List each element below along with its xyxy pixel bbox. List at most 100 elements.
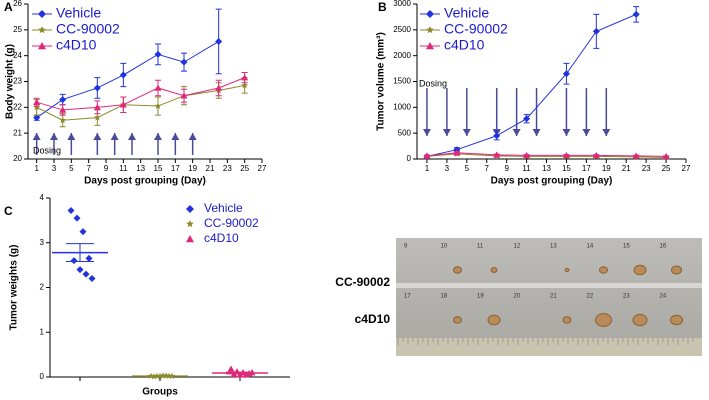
tube-number: 22 [587, 294, 594, 300]
x-tick-label: 19 [602, 164, 611, 173]
data-point [93, 84, 101, 92]
x-tick-label: 21 [206, 164, 215, 173]
tumor [490, 267, 498, 273]
dosing-arrowhead [462, 129, 471, 136]
data-point [154, 102, 162, 109]
tube-number: 11 [477, 244, 484, 250]
legend-label: Vehicle [56, 5, 101, 21]
dosing-arrowhead [602, 129, 611, 136]
data-point [59, 96, 67, 104]
data-point [76, 266, 84, 274]
data-point [241, 74, 249, 81]
data-point [523, 115, 531, 123]
legend-marker [426, 26, 434, 34]
y-tick-label: 24 [13, 51, 22, 60]
data-point [562, 70, 570, 78]
series-line [36, 84, 245, 121]
row-label: CC-90002 [335, 275, 390, 289]
legend-marker [186, 220, 194, 228]
data-point [453, 149, 461, 156]
y-tick-label: 0 [40, 372, 45, 381]
data-point [88, 275, 96, 283]
data-point [662, 152, 670, 160]
photo [396, 238, 702, 356]
y-tick-label: 2500 [393, 25, 411, 34]
x-tick-label: 1 [34, 164, 39, 173]
data-point [592, 151, 600, 159]
x-axis-label: Groups [142, 387, 178, 398]
legend-marker [38, 26, 46, 34]
x-tick-label: 13 [542, 164, 551, 173]
tumor [453, 266, 462, 274]
series-line [36, 41, 219, 119]
annotation: Dosing [33, 145, 61, 155]
photo-background [396, 238, 702, 356]
data-point [523, 151, 531, 159]
legend-label: CC-90002 [204, 216, 259, 230]
row-label: c4D10 [355, 312, 391, 326]
y-tick-label: 3000 [393, 0, 411, 8]
dosing-arrowhead [50, 133, 58, 140]
data-point [562, 151, 570, 159]
y-tick-label: 1500 [393, 77, 411, 86]
series-line [426, 152, 667, 157]
x-tick-label: 25 [662, 164, 671, 173]
data-point [493, 151, 501, 158]
data-point [180, 58, 188, 66]
x-tick-label: 15 [562, 164, 571, 173]
data-point [215, 84, 223, 91]
x-tick-label: 13 [136, 164, 145, 173]
data-point [73, 214, 81, 222]
x-tick-label: 5 [465, 164, 470, 173]
legend-marker [186, 205, 194, 213]
data-point [154, 50, 162, 58]
data-point [70, 257, 78, 265]
x-tick-label: 7 [86, 164, 91, 173]
y-tick-label: 21 [13, 128, 22, 137]
data-point [493, 132, 501, 140]
dosing-arrowhead [532, 129, 541, 136]
data-point [632, 152, 640, 159]
x-tick-label: 11 [522, 164, 531, 173]
data-point [241, 81, 248, 89]
tumor [453, 316, 462, 324]
dosing-arrowhead [32, 133, 41, 140]
tumor [633, 264, 647, 276]
x-tick-label: 19 [188, 164, 197, 173]
x-tick-label: 3 [445, 164, 450, 173]
panel-label: C [4, 204, 13, 218]
x-tick-label: 5 [69, 164, 74, 173]
legend-label: CC-90002 [56, 21, 120, 37]
sem-bar [226, 371, 254, 375]
dosing-arrowhead [128, 133, 136, 140]
data-point [162, 372, 170, 379]
data-point [236, 371, 244, 378]
y-tick-label: 25 [13, 25, 22, 34]
data-point [59, 106, 67, 113]
tumor [632, 313, 648, 327]
tube-number: 24 [660, 294, 667, 300]
x-tick-label: 27 [258, 164, 267, 173]
data-point [180, 92, 188, 99]
data-point [33, 98, 41, 105]
legend-marker [426, 10, 434, 18]
data-point [215, 37, 223, 45]
legend-label: Vehicle [444, 5, 489, 21]
tube-number: 9 [404, 244, 408, 250]
y-tick-label: 22 [13, 102, 22, 111]
dosing-arrowhead [171, 133, 180, 140]
data-point [85, 254, 93, 262]
legend-label: c4D10 [56, 37, 97, 53]
tube-number: 14 [587, 244, 594, 250]
y-axis-label: Tumor weights (g) [9, 245, 20, 331]
series-line [426, 153, 667, 158]
tumor [670, 314, 683, 326]
x-tick-label: 17 [171, 164, 180, 173]
data-point [82, 270, 90, 278]
y-tick-label: 20 [13, 154, 22, 163]
data-point [592, 27, 600, 35]
y-tick-label: 2000 [393, 51, 411, 60]
y-tick-label: 26 [13, 0, 22, 8]
legend-label: c4D10 [204, 231, 239, 245]
